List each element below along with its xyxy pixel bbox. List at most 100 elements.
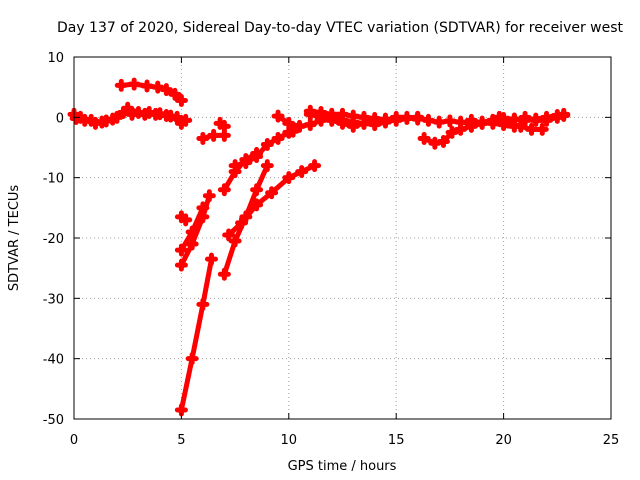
data-point — [525, 122, 539, 136]
data-series — [67, 77, 571, 417]
x-tick-label: 15 — [388, 433, 405, 448]
data-point — [110, 110, 124, 124]
data-point — [428, 136, 442, 150]
x-tick-label: 20 — [495, 433, 512, 448]
data-point — [357, 116, 371, 130]
data-point — [140, 79, 154, 93]
data-point — [454, 122, 468, 136]
data-point — [346, 119, 360, 133]
data-point — [497, 118, 511, 132]
data-point — [164, 109, 178, 123]
data-point — [114, 78, 128, 92]
data-point — [325, 113, 339, 127]
data-point — [368, 113, 382, 127]
series-arc-9 — [174, 201, 210, 257]
data-point — [222, 228, 236, 242]
data-point — [174, 243, 188, 257]
data-point — [529, 113, 543, 127]
data-point — [336, 116, 349, 130]
data-point — [518, 110, 532, 124]
data-point — [185, 352, 199, 366]
data-point — [179, 213, 193, 227]
y-tick-label: -10 — [43, 172, 64, 187]
data-point — [443, 114, 457, 128]
data-point — [88, 116, 102, 130]
data-point — [131, 106, 145, 120]
data-point — [421, 113, 435, 127]
data-point — [217, 267, 231, 281]
data-point — [282, 116, 296, 130]
series-line — [178, 256, 214, 413]
data-point — [239, 156, 253, 170]
data-point — [250, 150, 264, 164]
x-tick-label: 25 — [603, 433, 620, 448]
data-point — [265, 186, 279, 200]
x-tick-label: 0 — [70, 433, 78, 448]
data-point — [196, 131, 210, 145]
data-point — [159, 83, 173, 97]
data-point — [486, 116, 500, 130]
x-axis-label: GPS time / hours — [288, 459, 397, 474]
data-point — [475, 116, 489, 130]
data-point — [151, 80, 165, 94]
data-point — [207, 128, 221, 142]
x-tick-label: 5 — [177, 433, 185, 448]
y-tick-label: -30 — [43, 292, 64, 307]
data-point — [293, 119, 307, 133]
data-point — [185, 225, 199, 239]
series-arc-13 — [228, 124, 300, 173]
series-arc-2 — [69, 101, 188, 130]
data-point — [174, 403, 188, 417]
y-tick-label: 10 — [47, 51, 64, 66]
data-point — [314, 110, 328, 124]
series-arc-7 — [174, 252, 218, 417]
data-point — [142, 106, 156, 120]
x-tick-labels: 0 5 10 15 20 25 — [70, 433, 619, 448]
series-arc-11 — [222, 159, 322, 242]
data-point — [507, 119, 521, 133]
series-arc-21 — [486, 116, 521, 133]
data-point — [295, 165, 309, 179]
data-point — [250, 183, 264, 197]
y-tick-label: 0 — [56, 111, 64, 126]
data-point — [557, 107, 571, 121]
x-tick-label: 10 — [281, 433, 298, 448]
series-arc-4 — [196, 128, 231, 145]
data-point — [260, 159, 274, 173]
data-point — [153, 107, 167, 121]
data-point — [346, 109, 360, 123]
data-point — [202, 189, 216, 203]
data-point — [99, 114, 113, 128]
data-point — [308, 159, 322, 173]
data-point — [228, 159, 242, 173]
y-tick-label: -40 — [43, 353, 64, 368]
data-point — [535, 122, 549, 136]
data-point — [445, 125, 459, 139]
y-tick-labels: 10 0 -10 -20 -30 -40 -50 — [43, 51, 64, 428]
data-point — [78, 113, 92, 127]
data-point — [271, 109, 285, 123]
data-point — [174, 93, 188, 107]
series-arc-3 — [114, 77, 188, 107]
y-axis-label: SDTVAR / TECUs — [7, 185, 22, 292]
data-point — [217, 119, 231, 133]
axis-ticks — [73, 56, 612, 420]
y-tick-label: -20 — [43, 232, 64, 247]
data-point — [271, 131, 285, 145]
data-point — [185, 237, 199, 251]
chart-title: Day 137 of 2020, Sidereal Day-to-day VTE… — [57, 20, 624, 36]
data-point — [174, 258, 188, 272]
data-point — [260, 137, 274, 151]
data-point — [168, 87, 182, 101]
data-point — [121, 101, 135, 115]
data-point — [411, 110, 425, 124]
data-point — [417, 131, 431, 145]
series-arc-22 — [518, 107, 571, 127]
data-point — [464, 113, 478, 127]
series-arc-6 — [174, 210, 193, 227]
data-point — [492, 110, 506, 124]
data-point — [235, 216, 249, 230]
data-point — [204, 252, 218, 266]
data-point — [303, 118, 317, 132]
